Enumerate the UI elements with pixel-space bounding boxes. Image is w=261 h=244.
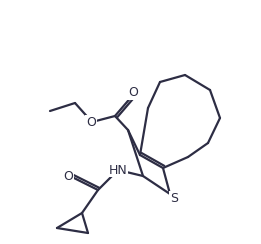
Text: O: O — [86, 115, 96, 129]
Text: O: O — [63, 171, 73, 183]
Text: O: O — [128, 87, 138, 100]
Text: HN: HN — [109, 163, 127, 176]
Text: S: S — [170, 192, 178, 204]
